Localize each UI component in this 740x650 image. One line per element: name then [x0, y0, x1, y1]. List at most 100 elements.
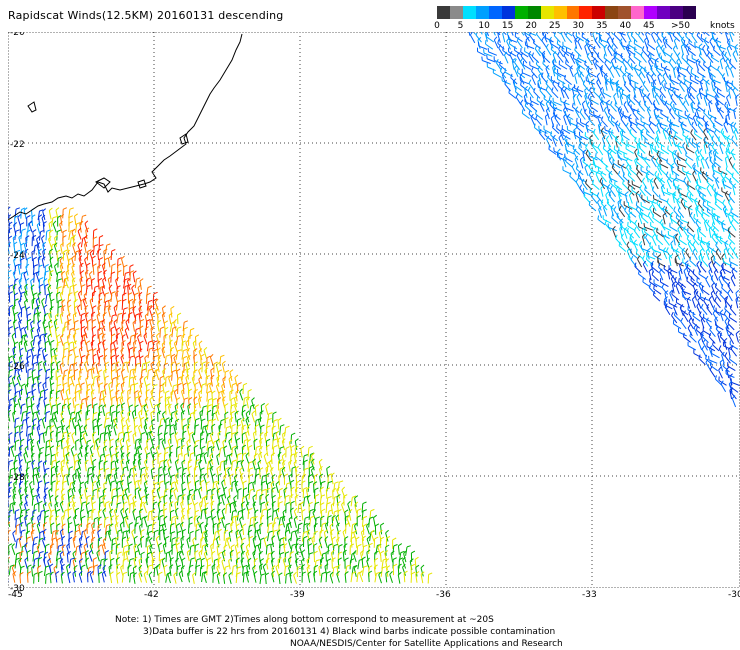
- wind-barb: [71, 231, 75, 241]
- wind-barb-flag: [227, 495, 231, 499]
- wind-barb: [102, 490, 105, 500]
- wind-barb-flag: [117, 529, 122, 532]
- wind-barb: [56, 475, 59, 485]
- wind-barb-flag: [369, 516, 374, 519]
- wind-barb: [224, 427, 227, 437]
- wind-barb-flag: [125, 417, 129, 422]
- wind-barb: [84, 454, 87, 464]
- wind-barb-flag: [99, 257, 104, 260]
- wind-barb-flag: [517, 68, 519, 73]
- wind-barb-flag: [98, 509, 102, 513]
- wind-barb-flag: [247, 438, 251, 442]
- wind-barb-flag: [237, 417, 242, 421]
- wind-barb: [707, 55, 714, 64]
- wind-barb-flag: [375, 523, 380, 527]
- wind-barb-flag: [111, 348, 116, 351]
- wind-barb-flag: [38, 460, 43, 464]
- wind-barb: [8, 476, 10, 487]
- wind-barb: [85, 447, 88, 457]
- wind-barb: [8, 445, 10, 451]
- wind-barb-flag: [92, 319, 97, 322]
- wind-barb-flag: [145, 466, 149, 471]
- wind-barb-flag: [44, 388, 49, 392]
- wind-barb-flag: [75, 439, 80, 442]
- wind-barb-flag: [24, 325, 28, 330]
- wind-barb-flag: [400, 550, 405, 554]
- wind-barb-flag: [332, 487, 337, 491]
- wind-barb-flag: [130, 368, 135, 371]
- wind-barb-flag: [259, 467, 264, 471]
- wind-barb: [145, 391, 148, 401]
- wind-barb: [181, 391, 185, 401]
- wind-barb: [61, 273, 64, 283]
- wind-barb-flag: [134, 452, 139, 456]
- wind-barb: [711, 56, 720, 63]
- wind-barb-flag: [117, 480, 122, 483]
- wind-barb: [122, 546, 125, 556]
- wind-barb-flag: [138, 438, 142, 442]
- wind-barb-flag: [102, 495, 107, 499]
- wind-barb: [341, 489, 346, 499]
- wind-barb: [231, 517, 234, 527]
- wind-barb: [122, 377, 125, 387]
- wind-barb-flag: [315, 501, 320, 505]
- wind-barb-flag: [12, 486, 17, 491]
- wind-barb-flag: [67, 507, 72, 511]
- wind-barb: [189, 329, 191, 339]
- wind-barb-flag: [672, 32, 675, 36]
- wind-barb: [42, 433, 45, 443]
- wind-barb: [20, 209, 22, 219]
- wind-barb-flag: [92, 361, 96, 366]
- wind-barb-flag: [111, 453, 116, 457]
- wind-barb-flag: [112, 495, 117, 498]
- wind-barb: [157, 511, 160, 521]
- wind-barb-flag: [194, 502, 199, 506]
- wind-barb-flag: [321, 480, 326, 484]
- wind-barb-flag: [103, 445, 107, 449]
- wind-barb-flag: [311, 466, 315, 471]
- wind-barb-flag: [65, 388, 70, 392]
- wind-barb: [357, 560, 360, 570]
- wind-barb: [145, 496, 148, 506]
- wind-barb-flag: [195, 424, 200, 427]
- wind-barb-flag: [137, 543, 141, 547]
- wind-barb: [186, 552, 190, 562]
- wind-barb: [128, 469, 132, 479]
- wind-barb-flag: [245, 452, 249, 456]
- wind-barb-flag: [70, 374, 75, 379]
- wind-barb: [78, 258, 83, 268]
- wind-barb-flag: [159, 509, 164, 512]
- wind-barb-flag: [231, 410, 236, 414]
- wind-barb-flag: [45, 403, 50, 406]
- wind-barb-flag: [702, 44, 706, 49]
- wind-barb-flag: [182, 488, 187, 492]
- wind-barb-flag: [75, 250, 80, 253]
- wind-barb-flag: [62, 403, 67, 407]
- wind-barb-flag: [115, 459, 119, 463]
- wind-barb: [171, 385, 174, 395]
- wind-barb-flag: [150, 361, 155, 365]
- wind-barb-flag: [43, 502, 47, 506]
- wind-barb: [97, 511, 101, 521]
- wind-barb-flag: [75, 424, 80, 427]
- wind-barb-flag: [234, 395, 238, 399]
- wind-barb-flag: [164, 432, 168, 436]
- wind-barb-flag: [153, 348, 158, 352]
- wind-barb-flag: [126, 424, 131, 429]
- wind-barb-flag: [84, 241, 88, 245]
- wind-barb: [313, 476, 316, 486]
- wind-barb-flag: [84, 305, 89, 309]
- wind-barb: [43, 517, 46, 527]
- wind-barb: [129, 504, 131, 514]
- wind-barb-flag: [160, 417, 165, 420]
- wind-barb-flag: [392, 537, 397, 541]
- wind-barb: [32, 391, 35, 401]
- wind-barb-flag: [308, 474, 313, 477]
- wind-barb-flag: [170, 305, 175, 309]
- wind-barb: [264, 434, 267, 444]
- wind-barb: [74, 384, 77, 394]
- wind-barb-flag: [278, 572, 283, 576]
- wind-barb-flag: [200, 521, 204, 525]
- wind-barb-flag: [385, 529, 389, 534]
- wind-barb-flag: [19, 347, 24, 351]
